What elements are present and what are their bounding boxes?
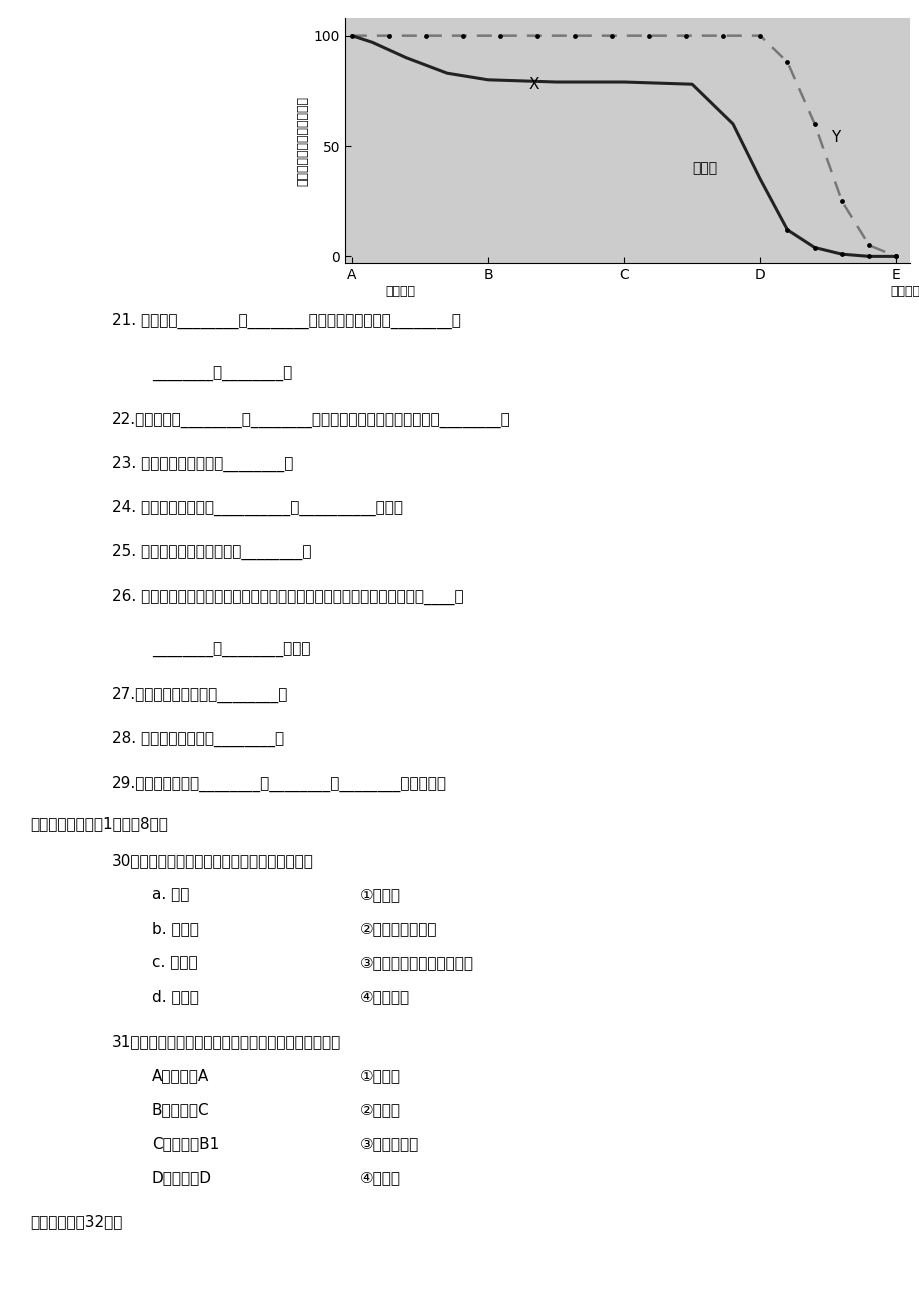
Text: a. 血浆: a. 血浆 xyxy=(152,888,189,902)
Text: D、维生素D: D、维生素D xyxy=(152,1169,211,1185)
Text: 24. 人的呼吸系统是由__________和__________构成。: 24. 人的呼吸系统是由__________和__________构成。 xyxy=(112,500,403,516)
Text: 28. 胚胎发育的场所是________。: 28. 胚胎发育的场所是________。 xyxy=(112,732,284,747)
Point xyxy=(779,52,794,73)
Point xyxy=(834,191,848,212)
Text: 25. 食物和气体的共同通道是________。: 25. 食物和气体的共同通道是________。 xyxy=(112,544,312,560)
Point xyxy=(861,246,876,267)
Text: A、维生素A: A、维生素A xyxy=(152,1068,209,1083)
Text: ④脚气病: ④脚气病 xyxy=(359,1169,401,1185)
Point xyxy=(381,25,396,46)
Text: （大肠）: （大肠） xyxy=(889,285,919,298)
Text: ①坏血病: ①坏血病 xyxy=(359,1068,401,1083)
Point xyxy=(807,113,822,134)
Text: 30、请将以下血液中的成分与它们的功能连线。: 30、请将以下血液中的成分与它们的功能连线。 xyxy=(112,854,313,868)
Text: d. 血小板: d. 血小板 xyxy=(152,990,199,1005)
Point xyxy=(779,220,794,241)
Text: 三、连线题（每线1分，共8分）: 三、连线题（每线1分，共8分） xyxy=(30,816,167,831)
Text: ②夜盲症: ②夜盲症 xyxy=(359,1101,401,1117)
Text: B、维生素C: B、维生素C xyxy=(152,1101,210,1117)
Y-axis label: 未被消化营养物质的百分比: 未被消化营养物质的百分比 xyxy=(296,95,310,185)
Point xyxy=(834,243,848,264)
Text: 22.消化系统由________和________组成。消化和吸收的主要部位是________。: 22.消化系统由________和________组成。消化和吸收的主要部位是_… xyxy=(112,411,510,428)
Text: Y: Y xyxy=(830,130,839,145)
Point xyxy=(888,246,902,267)
Point xyxy=(604,25,618,46)
Text: 26. 营养学家指出，在每日摄入的总能量中，早、中、晚的能量应该分别占____、: 26. 营养学家指出，在每日摄入的总能量中，早、中、晚的能量应该分别占____、 xyxy=(112,589,463,604)
Point xyxy=(344,25,358,46)
Point xyxy=(807,237,822,258)
Text: c. 白细胞: c. 白细胞 xyxy=(152,956,198,970)
Text: 29.人体内的血管有________、________和________三种类型。: 29.人体内的血管有________、________和________三种类型… xyxy=(112,776,447,792)
Point xyxy=(418,25,433,46)
Point xyxy=(678,25,693,46)
Text: 27.人体最大的消化腺是________。: 27.人体最大的消化腺是________。 xyxy=(112,687,288,703)
Text: ________和________左右。: ________和________左右。 xyxy=(152,643,311,658)
Text: （口腔）: （口腔） xyxy=(384,285,414,298)
Text: 31、请将下列维生素与它们相对应所缺乏的症状连线。: 31、请将下列维生素与它们相对应所缺乏的症状连线。 xyxy=(112,1034,341,1049)
Point xyxy=(715,25,730,46)
Point xyxy=(529,25,544,46)
Text: C、维生素B1: C、维生素B1 xyxy=(152,1135,219,1151)
Text: 21. 血液是由________和________组成的。血细胞包括________、: 21. 血液是由________和________组成的。血细胞包括______… xyxy=(112,312,460,329)
Text: 四、分析题（32分）: 四、分析题（32分） xyxy=(30,1213,122,1229)
Text: X: X xyxy=(528,77,539,91)
Point xyxy=(493,25,507,46)
Text: b. 红细胞: b. 红细胞 xyxy=(152,922,199,936)
Point xyxy=(861,234,876,255)
Point xyxy=(888,246,902,267)
Text: ④吞噬病菌: ④吞噬病菌 xyxy=(359,990,410,1005)
Point xyxy=(567,25,582,46)
Text: 23. 人体内最大的细胞是________。: 23. 人体内最大的细胞是________。 xyxy=(112,456,293,473)
Point xyxy=(752,25,766,46)
Text: ③骨质疏松症: ③骨质疏松症 xyxy=(359,1135,419,1151)
Point xyxy=(641,25,655,46)
Text: 蛋白质: 蛋白质 xyxy=(691,161,717,176)
Text: ________和________。: ________和________。 xyxy=(152,367,292,383)
Point xyxy=(455,25,470,46)
Text: ②运输养料和废物: ②运输养料和废物 xyxy=(359,922,437,936)
Text: ③促进止血，加速血液凝固: ③促进止血，加速血液凝固 xyxy=(359,956,473,970)
Text: ①运输氧: ①运输氧 xyxy=(359,888,401,902)
